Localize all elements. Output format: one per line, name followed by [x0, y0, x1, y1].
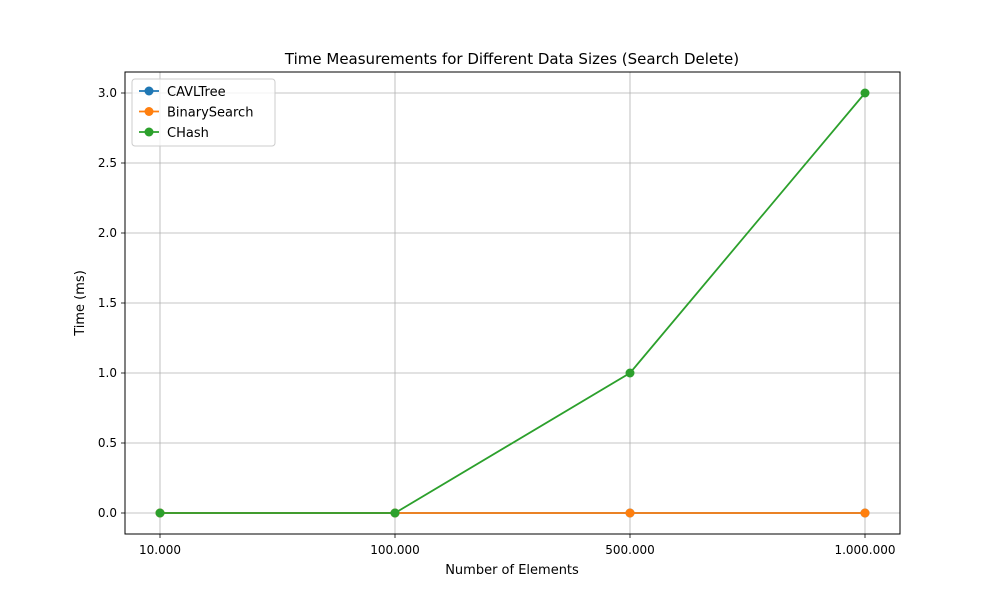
- y-tick-label: 2.0: [98, 226, 117, 240]
- chart-title: Time Measurements for Different Data Siz…: [284, 50, 739, 68]
- legend: CAVLTree BinarySearch CHash: [131, 78, 276, 147]
- legend-label-binarysearch: BinarySearch: [167, 106, 253, 121]
- data-point-chash: [860, 88, 870, 98]
- legend-entry-cavltree: CAVLTree: [139, 85, 226, 100]
- legend-label-cavltree: CAVLTree: [167, 85, 226, 100]
- series-layer: [155, 88, 870, 518]
- legend-label-chash: CHash: [167, 126, 209, 141]
- legend-entry-binarysearch: BinarySearch: [139, 106, 253, 121]
- data-point-chash: [155, 508, 165, 518]
- x-tick-label: 1.000.000: [834, 543, 895, 557]
- x-tick-label: 10.000: [139, 543, 181, 557]
- legend-marker-binarysearch: [144, 107, 154, 116]
- data-point-binarysearch: [625, 508, 635, 518]
- y-axis-ticks: 0.0 0.5 1.0 1.5 2.0 2.5 3.0: [98, 86, 125, 520]
- data-point-chash: [625, 368, 635, 378]
- legend-marker-cavltree: [144, 86, 154, 96]
- legend-marker-chash: [144, 127, 154, 137]
- y-tick-label: 0.0: [98, 506, 117, 520]
- legend-entry-chash: CHash: [139, 126, 209, 141]
- y-tick-label: 0.5: [98, 436, 117, 450]
- y-tick-label: 3.0: [98, 86, 117, 100]
- data-point-binarysearch: [860, 508, 870, 518]
- y-axis-label: Time (ms): [73, 270, 88, 337]
- x-axis-ticks: 10.000 100.000 500.000 1.000.000: [139, 534, 896, 557]
- y-tick-label: 1.5: [98, 296, 117, 310]
- grid-lines: [125, 72, 900, 534]
- x-tick-label: 500.000: [605, 543, 655, 557]
- x-axis-label: Number of Elements: [445, 563, 579, 578]
- series-line-chash: [160, 92, 866, 514]
- legend-box: [131, 78, 276, 147]
- x-tick-label: 100.000: [370, 543, 420, 557]
- y-tick-label: 1.0: [98, 366, 117, 380]
- series-chash: [155, 88, 870, 518]
- data-point-chash: [390, 508, 400, 518]
- y-tick-label: 2.5: [98, 156, 117, 170]
